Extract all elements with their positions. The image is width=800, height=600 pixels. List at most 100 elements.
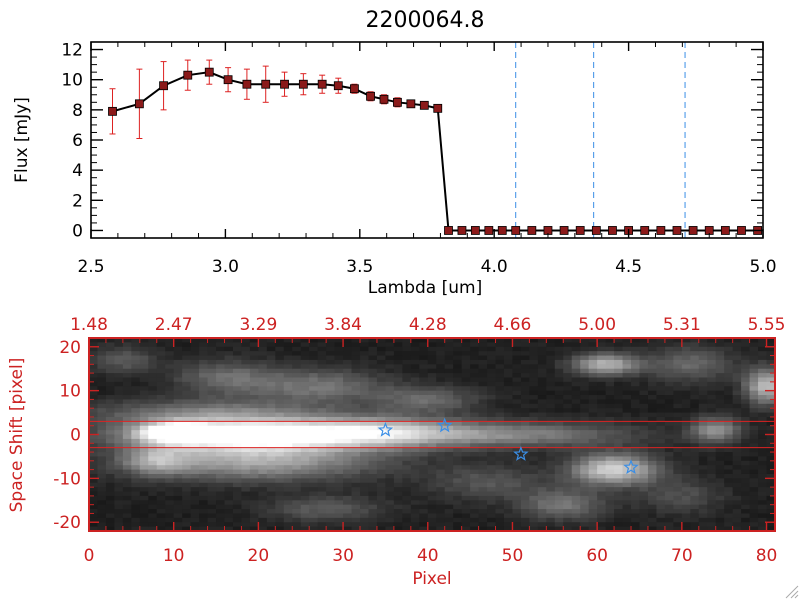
image-cell xyxy=(546,395,556,401)
image-cell xyxy=(520,478,530,484)
image-cell xyxy=(393,438,403,444)
image-cell xyxy=(97,443,107,449)
image-cell xyxy=(681,412,691,418)
image-cell xyxy=(393,364,403,370)
image-cell xyxy=(173,517,183,523)
image-cell xyxy=(89,403,99,409)
image-cell xyxy=(571,504,581,510)
image-cell xyxy=(343,500,353,506)
image-cell xyxy=(207,526,217,531)
image-cell xyxy=(427,500,437,506)
image-cell xyxy=(554,416,564,422)
image-cell xyxy=(758,364,768,370)
image-cell xyxy=(749,469,759,475)
image-cell xyxy=(232,526,243,531)
image-cell xyxy=(470,434,480,440)
image-cell xyxy=(605,504,615,510)
image-cell xyxy=(148,500,158,506)
image-cell xyxy=(698,478,708,484)
image-cell xyxy=(614,416,624,422)
resize-grip-icon[interactable] xyxy=(785,585,799,599)
image-cell xyxy=(309,482,319,488)
image-cell xyxy=(114,469,124,475)
image-cell xyxy=(402,355,412,361)
image-cell xyxy=(199,377,209,383)
image-cell xyxy=(89,504,99,510)
image-cell xyxy=(275,342,285,348)
image-cell xyxy=(758,434,768,440)
image-cell xyxy=(410,517,420,523)
image-cell xyxy=(622,390,632,396)
image-cell xyxy=(453,421,463,427)
image-cell xyxy=(249,517,259,523)
image-cell xyxy=(300,386,310,392)
image-cell xyxy=(266,412,276,418)
image-cell xyxy=(190,390,200,396)
image-cell xyxy=(266,478,276,484)
image-cell xyxy=(537,373,547,379)
image-cell xyxy=(114,390,124,396)
image-cell xyxy=(503,500,514,506)
image-cell xyxy=(385,473,395,479)
image-cell xyxy=(580,443,590,449)
image-x-axis-label: Pixel xyxy=(412,569,451,589)
image-cell xyxy=(656,421,666,427)
image-cell xyxy=(749,395,759,401)
image-cell xyxy=(351,522,361,528)
image-cell xyxy=(571,469,581,475)
image-cell xyxy=(224,513,234,519)
image-cell xyxy=(148,456,158,462)
image-cell xyxy=(681,381,691,387)
image-cell xyxy=(741,443,751,449)
image-cell xyxy=(258,443,268,449)
image-cell xyxy=(97,399,107,405)
image-cell xyxy=(266,355,276,361)
image-cell xyxy=(732,522,742,528)
image-cell xyxy=(232,456,243,462)
image-cell xyxy=(597,478,607,484)
image-cell xyxy=(89,338,99,343)
image-cell xyxy=(317,346,327,352)
image-cell xyxy=(588,403,598,409)
image-cell xyxy=(131,495,141,501)
image-cell xyxy=(495,381,505,387)
image-cell xyxy=(766,412,775,418)
image-cell xyxy=(334,443,344,449)
image-cell xyxy=(376,359,387,365)
image-cell xyxy=(571,364,581,370)
image-cell xyxy=(546,386,556,392)
image-cell xyxy=(478,359,488,365)
image-cell xyxy=(546,495,556,501)
image-cell xyxy=(241,351,251,357)
image-cell xyxy=(461,438,471,444)
image-cell xyxy=(605,465,615,471)
image-cell xyxy=(360,364,370,370)
image-cell xyxy=(224,390,234,396)
image-cell xyxy=(673,482,683,488)
image-cell xyxy=(105,403,116,409)
image-cell xyxy=(571,386,581,392)
image-cell xyxy=(393,373,403,379)
image-cell xyxy=(360,355,370,361)
x-tick-label: 80 xyxy=(756,546,778,566)
image-cell xyxy=(182,425,192,431)
image-cell xyxy=(148,487,158,493)
image-cell xyxy=(436,465,446,471)
image-cell xyxy=(487,346,497,352)
image-cell xyxy=(275,513,285,519)
image-cell xyxy=(495,517,505,523)
image-cell xyxy=(690,482,700,488)
image-cell xyxy=(605,416,615,422)
image-cell xyxy=(376,504,387,510)
image-cell xyxy=(732,412,742,418)
image-cell xyxy=(410,368,420,374)
image-cell xyxy=(605,456,615,462)
image-cell xyxy=(317,430,327,436)
image-cell xyxy=(309,390,319,396)
image-cell xyxy=(368,364,378,370)
image-cell xyxy=(664,381,674,387)
image-cell xyxy=(766,395,775,401)
image-cell xyxy=(631,469,641,475)
image-cell xyxy=(207,447,217,453)
image-cell xyxy=(444,513,454,519)
